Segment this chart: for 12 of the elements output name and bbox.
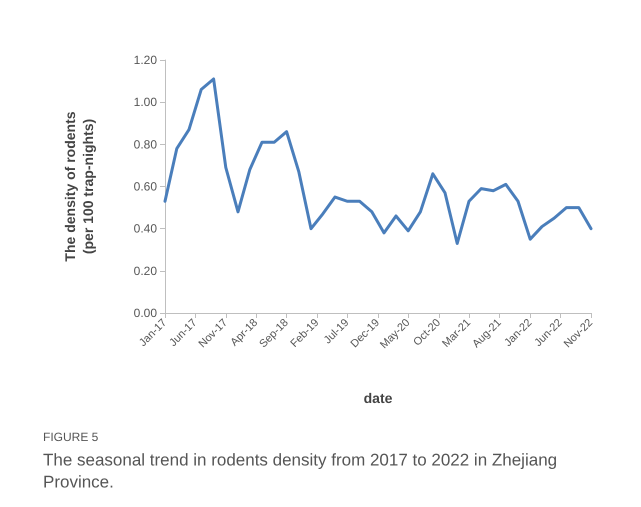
x-axis-title: date — [364, 390, 393, 406]
line-series — [164, 77, 592, 245]
y-tick-label: 0.40 — [134, 222, 158, 236]
text: The seasonal trend in rodents density from 2017 to 2022 in Zhejiang Province. — [43, 450, 562, 492]
y-tick-label: 0.00 — [134, 306, 158, 320]
y-tick-label: 1.20 — [134, 53, 158, 67]
y-axis-title: The density of rodents (per 100 trap-nights) — [62, 111, 96, 262]
text: FIGURE 5 — [43, 430, 99, 444]
y-tick-label: 1.00 — [134, 95, 158, 110]
y-tick-label: 0.20 — [134, 264, 158, 278]
y-tick-label: 0.80 — [134, 137, 158, 152]
y-tick-label: 0.60 — [134, 180, 158, 194]
